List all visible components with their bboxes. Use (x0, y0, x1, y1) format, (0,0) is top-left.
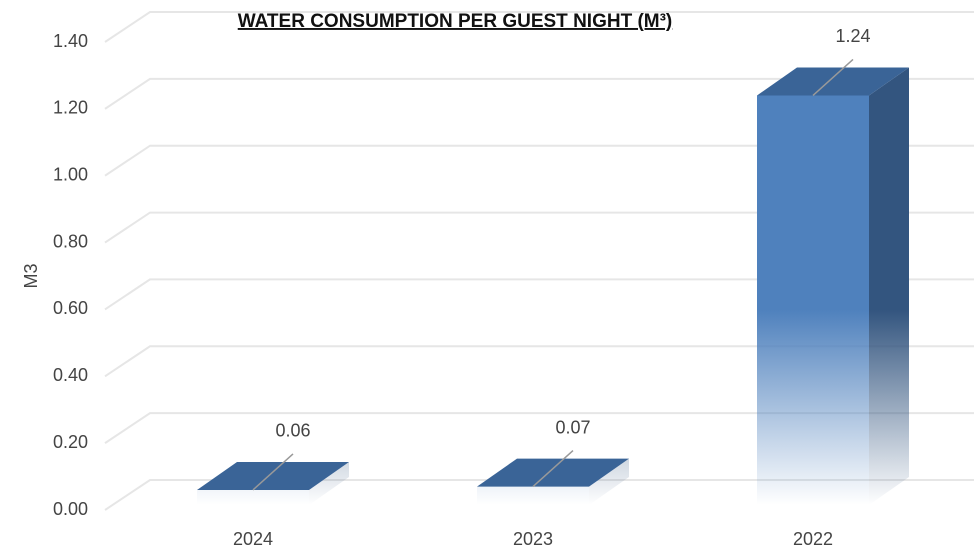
y-tick-label: 1.00 (53, 164, 88, 184)
grid-line (104, 412, 974, 444)
y-tick-label: 0.80 (53, 231, 88, 251)
bar-side (309, 461, 349, 505)
grid-line (104, 211, 974, 244)
bar-front (197, 489, 309, 505)
y-tick-label: 1.20 (53, 98, 88, 118)
y-tick-label: 0.20 (53, 432, 88, 452)
grid-line (104, 479, 974, 511)
value-label: 1.24 (835, 26, 870, 46)
grid-line (104, 11, 974, 43)
x-tick-label: 2024 (233, 529, 273, 549)
y-tick-label: 0.40 (53, 365, 88, 385)
bar-top (197, 461, 349, 490)
grid-line (104, 278, 974, 311)
grid-line (104, 77, 974, 110)
y-tick-label: 1.40 (53, 31, 88, 51)
value-label: 0.06 (275, 421, 310, 441)
leader-line (252, 453, 294, 491)
bar (757, 67, 909, 505)
bar-side (589, 458, 629, 505)
leader-line (532, 450, 574, 488)
bar (197, 461, 349, 505)
grid-line (104, 144, 974, 177)
y-tick-label: 0.60 (53, 298, 88, 318)
bar-top (757, 67, 909, 96)
bar-side (869, 67, 909, 505)
chart-title: WATER CONSUMPTION PER GUEST NIGHT (M³) (238, 11, 673, 32)
bar (477, 458, 629, 505)
grid-line (104, 345, 974, 378)
bar-front (757, 95, 869, 505)
x-tick-label: 2023 (513, 529, 553, 549)
y-tick-label: 0.00 (53, 499, 88, 519)
bar-front (477, 486, 589, 505)
bar-top (477, 458, 629, 487)
leader-line (812, 58, 854, 97)
y-axis-label: M3 (21, 263, 41, 288)
x-tick-label: 2022 (793, 529, 833, 549)
value-label: 0.07 (555, 417, 590, 437)
